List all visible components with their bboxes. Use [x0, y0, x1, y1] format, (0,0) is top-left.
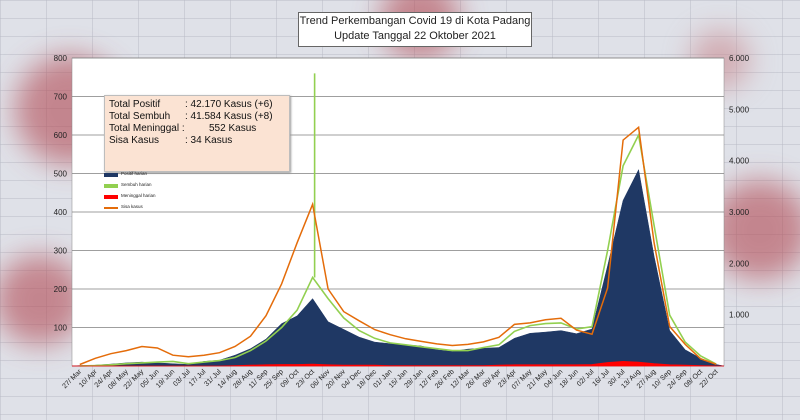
data-series — [71, 73, 725, 367]
left-axis-ticks: 800 700 600 500 400 300 200 100 — [54, 54, 68, 333]
right-axis-ticks: 6.000 5.000 4.000 3.000 2.000 1.000 — [729, 54, 750, 320]
summary-positif-value: : 42.170 Kasus (+6) — [185, 99, 273, 110]
y-tick-label: 200 — [54, 285, 68, 294]
legend-label-sembuh: Sembuh harian — [121, 182, 152, 187]
legend-swatch-sembuh — [104, 184, 118, 188]
legend-label-sisa: Sisa kasus — [121, 204, 143, 209]
legend-label-meninggal: Meninggal harian — [121, 193, 156, 198]
chart-title-line2: Update Tanggal 22 Oktober 2021 — [334, 30, 496, 42]
series-sisa-line — [79, 125, 717, 366]
y-tick-label: 600 — [54, 131, 68, 140]
y2-tick-label: 3.000 — [729, 208, 750, 217]
y-tick-label: 100 — [54, 324, 68, 333]
summary-sembuh-value: : 41.584 Kasus (+8) — [185, 111, 273, 122]
y2-tick-label: 6.000 — [729, 54, 750, 63]
series-meninggal-area — [72, 360, 724, 367]
series-sembuh-line — [79, 132, 717, 367]
summary-meninggal-label: Total Meninggal : — [109, 123, 185, 134]
summary-positif-label: Total Positif — [109, 99, 161, 110]
summary-box: Total Positif : 42.170 Kasus (+6) Total … — [104, 95, 290, 172]
y2-tick-label: 4.000 — [729, 157, 750, 166]
summary-sembuh-label: Total Sembuh — [109, 111, 171, 122]
legend-swatch-positif — [104, 173, 118, 177]
chart-title-line1: Trend Perkembangan Covid 19 di Kota Pada… — [299, 15, 531, 27]
chart-legend: Positif harian Sembuh harian Meninggal h… — [104, 168, 174, 212]
summary-meninggal-value: 552 Kasus — [209, 123, 257, 134]
y-tick-label: 400 — [54, 208, 68, 217]
legend-swatch-meninggal — [104, 195, 118, 199]
y-tick-label: 800 — [54, 54, 68, 63]
legend-swatch-sisa — [104, 207, 118, 209]
y-tick-label: 700 — [54, 93, 68, 102]
y-tick-label: 300 — [54, 247, 68, 256]
legend-label-positif: Positif harian — [121, 171, 148, 176]
chart-title: Trend Perkembangan Covid 19 di Kota Pada… — [298, 12, 532, 47]
y2-tick-label: 1.000 — [729, 311, 750, 320]
summary-sisa-value: : 34 Kasus — [185, 135, 233, 146]
summary-sisa-label: Sisa Kasus — [109, 135, 160, 146]
y-tick-label: 500 — [54, 170, 68, 179]
y2-tick-label: 5.000 — [729, 105, 750, 114]
y2-tick-label: 2.000 — [729, 259, 750, 268]
